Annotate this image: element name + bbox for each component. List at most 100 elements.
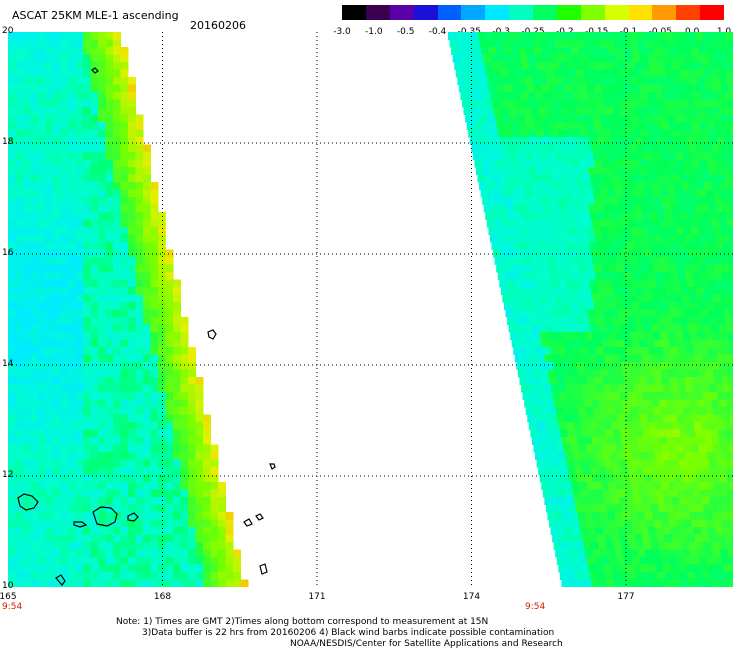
data-cell: [728, 302, 733, 310]
data-cell: [650, 249, 659, 258]
data-cell: [713, 444, 722, 453]
data-cell: [529, 279, 538, 288]
data-cell: [173, 542, 181, 550]
data-cell: [68, 159, 76, 168]
data-cell: [504, 197, 513, 205]
data-cell: [473, 47, 482, 55]
data-cell: [649, 534, 658, 543]
data-cell: [90, 444, 99, 453]
data-cell: [694, 534, 703, 543]
data-cell: [646, 264, 655, 273]
data-cell: [659, 257, 668, 265]
data-cell: [15, 69, 24, 78]
data-cell: [90, 122, 99, 130]
data-cell: [629, 512, 638, 520]
data-cell: [704, 512, 713, 520]
data-cell: [620, 174, 629, 183]
data-cell: [90, 407, 99, 415]
data-cell: [616, 47, 625, 55]
data-cell: [8, 549, 16, 558]
data-cell: [711, 437, 720, 445]
data-cell: [128, 114, 136, 123]
data-cell: [90, 204, 99, 213]
note-line-2: 3)Data buffer is 22 hrs from 20160206 4)…: [142, 628, 555, 638]
data-cell: [105, 347, 114, 355]
data-cell: [675, 332, 684, 340]
data-cell: [143, 377, 151, 385]
data-cell: [120, 234, 129, 243]
data-cell: [113, 332, 121, 340]
data-cell: [720, 444, 729, 453]
data-cell: [691, 302, 700, 310]
data-cell: [45, 279, 54, 288]
data-cell: [105, 542, 114, 550]
data-cell: [23, 92, 31, 100]
data-cell: [8, 54, 16, 63]
data-cell: [633, 167, 642, 175]
data-cell: [83, 549, 91, 558]
data-cell: [674, 474, 683, 483]
data-cell: [188, 504, 196, 513]
data-cell: [591, 362, 600, 370]
data-cell: [680, 504, 689, 513]
data-cell: [60, 339, 69, 348]
data-cell: [135, 542, 144, 550]
data-cell: [716, 279, 725, 288]
data-cell: [105, 189, 114, 198]
data-cell: [586, 302, 595, 310]
data-cell: [68, 362, 76, 370]
data-cell: [45, 309, 54, 318]
data-cell: [457, 77, 466, 85]
data-cell: [559, 534, 568, 543]
data-cell: [584, 512, 593, 520]
data-cell: [694, 62, 703, 70]
data-cell: [75, 557, 84, 565]
data-cell: [503, 84, 512, 93]
data-cell: [571, 47, 580, 55]
data-cell: [510, 189, 519, 198]
data-cell: [690, 152, 699, 160]
data-cell: [494, 77, 503, 85]
data-cell: [45, 294, 54, 303]
data-cell: [75, 572, 84, 580]
data-cell: [83, 32, 91, 40]
data-cell: [583, 107, 592, 115]
data-cell: [30, 579, 39, 587]
data-cell: [105, 99, 114, 108]
data-cell: [532, 77, 541, 85]
data-cell: [195, 407, 204, 415]
data-cell: [485, 32, 494, 40]
data-cell: [577, 152, 586, 160]
data-cell: [720, 407, 729, 415]
data-cell: [710, 504, 719, 513]
data-cell: [731, 497, 733, 505]
data-cell: [710, 69, 719, 78]
data-cell: [53, 399, 61, 408]
data-cell: [53, 534, 61, 543]
data-cell: [143, 527, 151, 535]
data-cell: [113, 362, 121, 370]
data-cell: [60, 204, 69, 213]
data-cell: [8, 542, 16, 550]
data-cell: [604, 534, 613, 543]
data-cell: [724, 497, 733, 505]
data-cell: [23, 437, 31, 445]
data-cell: [53, 294, 61, 303]
data-cell: [135, 527, 144, 535]
data-cell: [634, 572, 643, 580]
data-cell: [635, 392, 644, 400]
data-cell: [30, 474, 39, 483]
data-cell: [90, 212, 99, 220]
data-cell: [105, 107, 114, 115]
data-cell: [105, 422, 114, 430]
data-cell: [559, 572, 568, 580]
data-cell: [724, 317, 733, 325]
data-cell: [23, 272, 31, 280]
data-cell: [8, 467, 16, 475]
data-cell: [188, 549, 196, 558]
data-cell: [659, 437, 668, 445]
data-cell: [210, 557, 219, 565]
data-cell: [607, 512, 616, 520]
data-cell: [532, 332, 541, 340]
data-cell: [575, 249, 584, 258]
